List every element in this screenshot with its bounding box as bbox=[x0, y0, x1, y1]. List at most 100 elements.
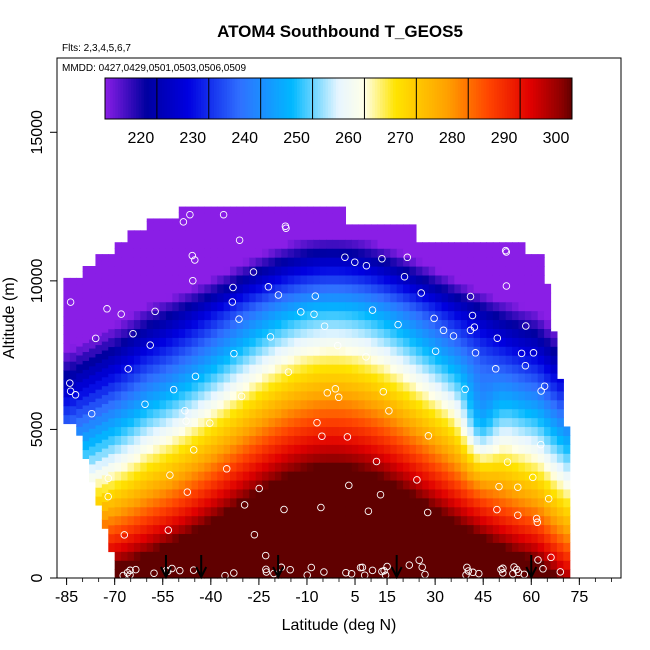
heatmap-cell bbox=[236, 462, 244, 472]
heatmap-cell bbox=[127, 408, 135, 419]
heatmap-cell bbox=[544, 515, 552, 526]
heatmap-cell bbox=[172, 337, 180, 347]
heatmap-cell bbox=[441, 319, 449, 329]
heatmap-cell bbox=[351, 372, 359, 383]
heatmap-cell bbox=[454, 364, 462, 374]
heatmap-cell bbox=[518, 435, 526, 445]
heatmap-cell bbox=[383, 301, 391, 312]
heatmap-cell bbox=[512, 390, 520, 401]
heatmap-cell bbox=[512, 319, 520, 329]
heatmap-cell bbox=[460, 408, 468, 419]
observation-point bbox=[503, 458, 512, 466]
heatmap-cell bbox=[441, 242, 449, 249]
observation-point bbox=[413, 476, 421, 484]
heatmap-cell bbox=[512, 257, 520, 267]
heatmap-cell bbox=[550, 488, 558, 499]
heatmap-cell bbox=[358, 257, 366, 267]
colorbar-segment bbox=[211, 78, 215, 119]
heatmap-cell bbox=[89, 347, 97, 358]
heatmap-cell bbox=[332, 283, 340, 294]
heatmap-cell bbox=[396, 319, 404, 329]
heatmap-cell bbox=[467, 560, 475, 570]
heatmap-cell bbox=[223, 426, 231, 436]
heatmap-cell bbox=[306, 524, 314, 535]
heatmap-cell bbox=[223, 453, 231, 463]
heatmap-cell bbox=[544, 399, 552, 410]
heatmap-cell bbox=[499, 426, 507, 436]
heatmap-cell bbox=[89, 419, 97, 429]
observation-point bbox=[449, 332, 458, 340]
heatmap-cell bbox=[467, 408, 475, 419]
heatmap-cell bbox=[108, 337, 116, 348]
heatmap-cell bbox=[268, 390, 276, 401]
heatmap-cell bbox=[127, 310, 135, 321]
observation-point bbox=[229, 283, 237, 292]
heatmap-cell bbox=[396, 435, 404, 445]
heatmap-cell bbox=[339, 355, 347, 365]
heatmap-cell bbox=[563, 569, 571, 579]
heatmap-cell bbox=[396, 444, 404, 454]
heatmap-cell bbox=[249, 364, 257, 374]
colorbar-segment bbox=[260, 78, 264, 119]
heatmap-cell bbox=[287, 435, 295, 445]
observation-point bbox=[71, 571, 79, 579]
heatmap-cell bbox=[121, 426, 129, 436]
heatmap-cell bbox=[127, 506, 135, 517]
heatmap-cell bbox=[281, 221, 289, 231]
heatmap-cell bbox=[435, 506, 443, 517]
heatmap-cell bbox=[82, 266, 90, 272]
heatmap-cell bbox=[204, 471, 212, 481]
x-tick-label: 45 bbox=[474, 589, 492, 606]
colorbar-segment bbox=[296, 78, 301, 119]
colorbar-segment bbox=[136, 78, 140, 119]
heatmap-cell bbox=[217, 372, 225, 383]
heatmap-cell bbox=[95, 496, 103, 506]
heatmap-cell bbox=[460, 399, 468, 410]
heatmap-cell bbox=[294, 417, 302, 428]
heatmap-cell bbox=[480, 390, 488, 401]
heatmap-cell bbox=[185, 444, 193, 454]
heatmap-cell bbox=[306, 426, 314, 436]
heatmap-cell bbox=[537, 364, 545, 374]
observation-point bbox=[514, 511, 522, 519]
heatmap-cell bbox=[447, 301, 455, 312]
heatmap-cell bbox=[415, 524, 423, 535]
heatmap-cell bbox=[217, 497, 225, 508]
heatmap-cell bbox=[165, 381, 173, 392]
heatmap-cell bbox=[313, 524, 321, 535]
heatmap-cell bbox=[89, 294, 97, 304]
heatmap-cell bbox=[262, 301, 270, 312]
heatmap-cell bbox=[332, 337, 340, 347]
heatmap-cell bbox=[499, 292, 507, 303]
heatmap-cell bbox=[383, 381, 391, 392]
heatmap-cell bbox=[223, 266, 231, 276]
heatmap-cell bbox=[274, 230, 282, 240]
colorbar-segment bbox=[488, 78, 493, 119]
heatmap-cell bbox=[255, 471, 263, 481]
heatmap-cell bbox=[172, 355, 180, 365]
heatmap-cell bbox=[396, 248, 404, 258]
heatmap-cell bbox=[422, 364, 430, 374]
heatmap-cell bbox=[313, 346, 321, 356]
heatmap-cell bbox=[230, 533, 238, 543]
heatmap-cell bbox=[512, 399, 520, 410]
heatmap-cell bbox=[63, 414, 71, 425]
heatmap-cell bbox=[428, 274, 436, 285]
heatmap-cell bbox=[140, 479, 148, 490]
observation-point bbox=[540, 382, 549, 390]
heatmap-cell bbox=[89, 303, 97, 313]
heatmap-cell bbox=[383, 274, 391, 285]
heatmap-cell bbox=[454, 266, 462, 276]
heatmap-cell bbox=[268, 301, 276, 312]
colorbar-segment bbox=[154, 78, 158, 119]
heatmap-cell bbox=[153, 435, 161, 445]
heatmap-cell bbox=[467, 301, 475, 312]
heatmap-cell bbox=[486, 266, 494, 276]
heatmap-cell bbox=[415, 283, 423, 294]
heatmap-cell bbox=[198, 292, 206, 303]
heatmap-cell bbox=[287, 471, 295, 481]
heatmap-cell bbox=[95, 406, 103, 417]
heatmap-cell bbox=[306, 266, 314, 276]
heatmap-cell bbox=[159, 274, 167, 285]
heatmap-cell bbox=[159, 560, 167, 570]
